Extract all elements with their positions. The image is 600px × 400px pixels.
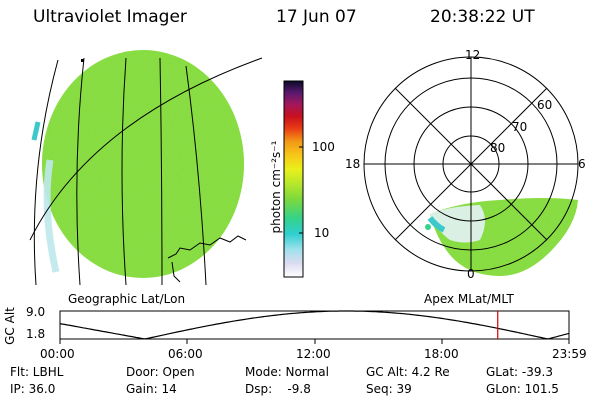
coastline <box>167 235 247 259</box>
meta-seq: Seq: 39 <box>366 382 412 396</box>
polar-plot <box>363 56 579 276</box>
gc-alt-axis-label: GC Alt <box>3 307 17 345</box>
instrument-title: Ultraviolet Imager <box>33 7 187 27</box>
meta-door: Door: Open <box>126 365 195 379</box>
colorbar-tick-10: 10 <box>314 226 330 240</box>
mlt-label-12: 12 <box>465 48 481 62</box>
alt-tick-low: 1.8 <box>26 327 46 341</box>
time-tick-label-1800: 18:00 <box>424 347 459 361</box>
geographic-grid <box>29 57 263 286</box>
polar-grid <box>363 56 579 272</box>
mlt-label-0: 0 <box>467 267 475 281</box>
meta-mode: Mode: Normal <box>245 365 329 379</box>
meta-dsp: Dsp: -9.8 <box>245 382 311 396</box>
meta-gc-alt: GC Alt: 4.2 Re <box>366 365 450 379</box>
meta-glat: GLat: -39.3 <box>486 365 553 379</box>
latitude-line <box>29 57 263 241</box>
meridian-line <box>76 57 85 286</box>
altitude-plot-frame <box>59 310 570 340</box>
lat-label-60: 60 <box>537 98 553 112</box>
meridian-line <box>33 59 59 286</box>
time-tick-label-0600: 06:00 <box>168 347 203 361</box>
geographic-panel-label: Geographic Lat/Lon <box>68 292 186 306</box>
meridian-line <box>121 57 127 286</box>
time-tick-label-1200: 12:00 <box>296 347 331 361</box>
geographic-image <box>29 50 263 286</box>
dayside-edge <box>31 121 41 141</box>
alt-tick-high: 9.0 <box>26 305 46 319</box>
colorbar-tick-100: 100 <box>312 140 335 154</box>
footpoint-dot <box>425 224 431 230</box>
coastline <box>171 261 181 283</box>
mlt-label-18: 18 <box>345 157 361 171</box>
altitude-plot <box>59 310 570 344</box>
mlt-label-6: 6 <box>578 157 586 171</box>
meta-glon: GLon: 101.5 <box>486 382 559 396</box>
lat-label-80: 80 <box>490 141 506 155</box>
colorbar <box>283 80 304 278</box>
meta-gain: Gain: 14 <box>126 382 177 396</box>
observation-time: 20:38:22 UT <box>430 7 535 27</box>
time-tick-label-0000: 00:00 <box>40 347 75 361</box>
time-tick-label-2359: 23:59 <box>552 347 587 361</box>
altitude-curve <box>59 310 570 340</box>
limb-glow <box>43 159 60 273</box>
polar-panel-label: Apex MLat/MLT <box>424 292 514 306</box>
lat-label-70: 70 <box>512 120 528 134</box>
mlt-meridian-diagonal <box>394 87 548 241</box>
orbit-marker <box>81 59 84 62</box>
meta-ip: IP: 36.0 <box>10 382 56 396</box>
oval-edge <box>427 216 446 233</box>
colorbar-unit-label: photon cm⁻²s⁻¹ <box>269 140 283 234</box>
meridian-line <box>159 57 163 286</box>
observation-date: 17 Jun 07 <box>276 7 357 27</box>
meta-filter: Flt: LBHL <box>10 365 64 379</box>
meridian-line <box>185 65 207 286</box>
